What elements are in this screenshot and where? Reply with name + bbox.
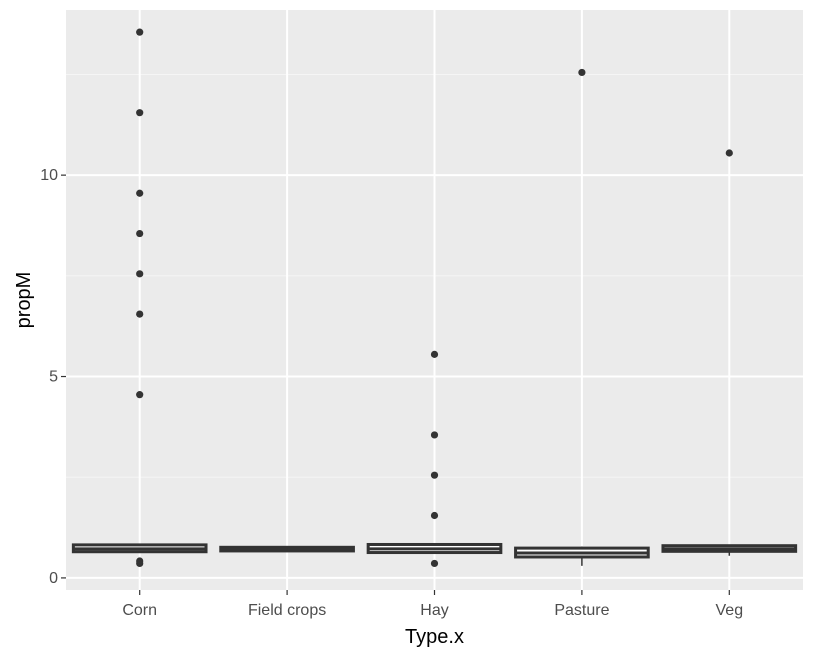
y-axis: 0 5 10 — [40, 167, 66, 587]
x-tick-label: Corn — [122, 602, 157, 619]
outlier-points — [136, 28, 733, 568]
outlier-point — [430, 559, 439, 568]
outlier-point — [430, 511, 439, 520]
box-hay — [366, 542, 503, 555]
y-tick-label: 0 — [49, 570, 58, 587]
y-tick-label: 10 — [40, 167, 58, 184]
box-field-crops — [219, 545, 355, 553]
x-axis: Corn Field crops Hay Pasture Veg — [122, 590, 743, 619]
y-axis-title: propM — [13, 272, 35, 329]
x-axis-title: Type.x — [405, 626, 464, 648]
outlier-point — [430, 431, 439, 439]
outlier-point — [578, 68, 586, 77]
outlier-point — [136, 391, 144, 399]
x-tick-label: Veg — [716, 602, 744, 619]
outlier-point — [136, 229, 144, 238]
x-tick-label: Field crops — [248, 602, 326, 619]
box-pasture — [514, 546, 650, 566]
outlier-point — [136, 270, 144, 278]
outlier-point — [136, 109, 144, 117]
outlier-point — [136, 189, 144, 197]
outlier-point — [136, 310, 144, 318]
box-veg — [661, 544, 798, 556]
outlier-point — [136, 28, 144, 36]
box-series — [71, 542, 798, 566]
x-tick-label: Hay — [420, 602, 448, 619]
outlier-point — [430, 350, 439, 358]
outlier-point — [430, 471, 439, 479]
y-tick-label: 5 — [49, 369, 58, 386]
outlier-point — [136, 559, 144, 568]
box-corn — [71, 543, 208, 554]
x-tick-label: Pasture — [554, 602, 609, 619]
major-gridlines — [66, 10, 803, 590]
outlier-point — [725, 149, 733, 157]
